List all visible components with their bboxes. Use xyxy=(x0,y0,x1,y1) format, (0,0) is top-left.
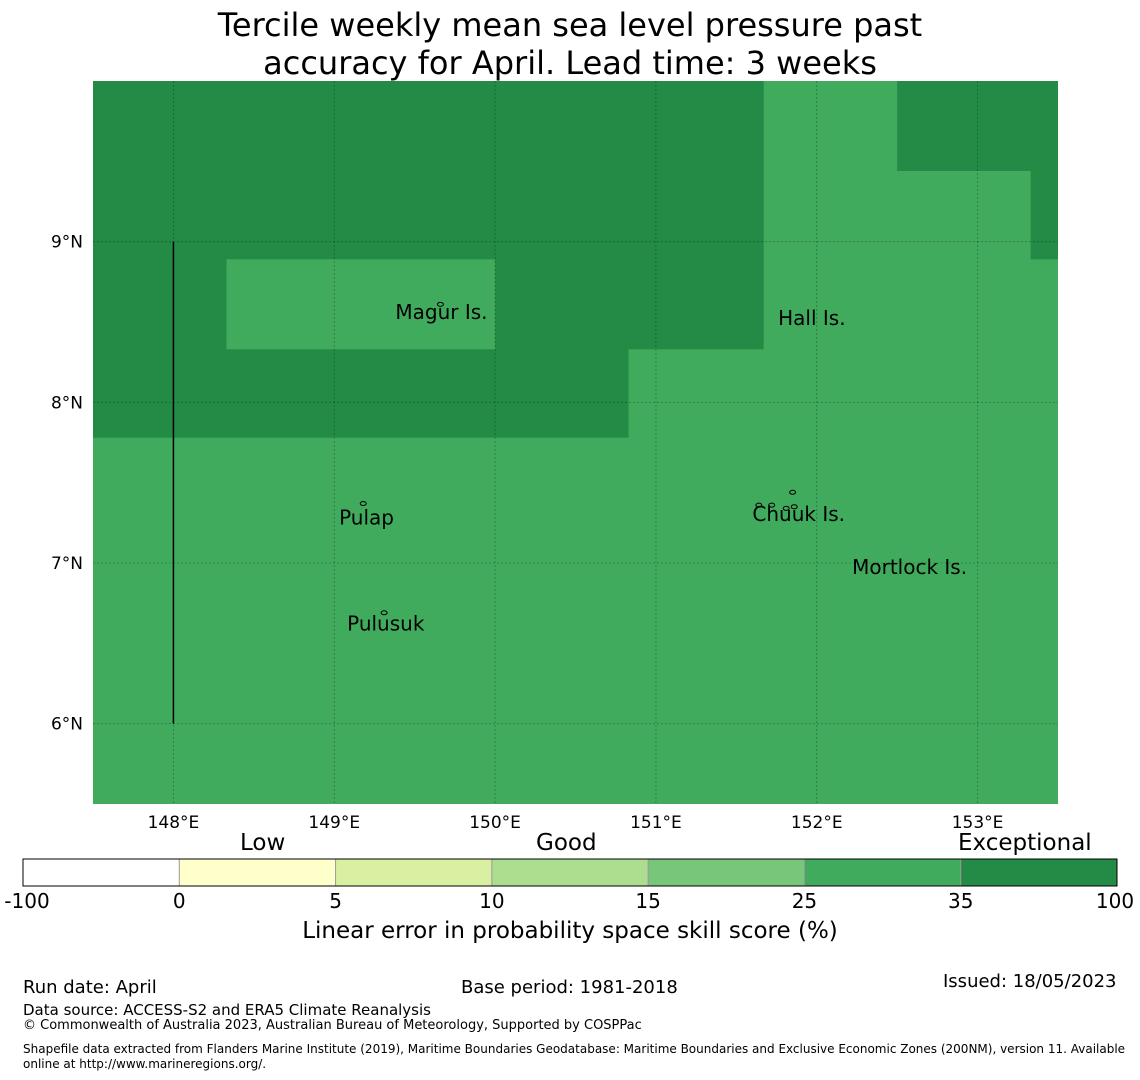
colorbar-tick-label: -100 xyxy=(4,889,50,913)
colorbar-frame xyxy=(22,858,1118,887)
lon-tick-label: 148°E xyxy=(148,813,200,833)
place-label: Mortlock Is. xyxy=(852,555,967,579)
colorbar-segment xyxy=(491,859,649,886)
colorbar-segment xyxy=(648,859,805,886)
colorbar-tick-label: 10 xyxy=(479,889,505,913)
copyright-note: © Commonwealth of Australia 2023, Austra… xyxy=(23,1018,642,1033)
place-label: Magur Is. xyxy=(395,300,487,324)
lon-tick-label: 151°E xyxy=(630,813,682,833)
island-outline xyxy=(755,502,763,508)
shapefile-credit-line-2: online at http://www.marineregions.org/. xyxy=(23,1057,267,1071)
lon-tick-label: 153°E xyxy=(952,813,1004,833)
lat-tick-label: 8°N xyxy=(51,393,83,413)
category-label-low: Low xyxy=(240,830,286,856)
colorbar-segment xyxy=(960,859,1117,886)
colorbar-segment xyxy=(335,859,492,886)
colorbar-tick-label: 35 xyxy=(947,889,974,913)
place-label: Hall Is. xyxy=(778,306,845,330)
island-outline xyxy=(789,489,797,495)
colorbar-tick-label: 100 xyxy=(1095,889,1135,913)
lon-tick-label: 152°E xyxy=(791,813,843,833)
island-outline xyxy=(768,502,776,508)
island-outline xyxy=(359,501,367,507)
data-source: Data source: ACCESS-S2 and ERA5 Climate … xyxy=(23,1001,431,1019)
category-label-exceptional: Exceptional xyxy=(958,830,1092,856)
base-period: Base period: 1981-2018 xyxy=(461,977,678,998)
skill-region-2 xyxy=(226,259,496,350)
title-line-2: accuracy for April. Lead time: 3 weeks xyxy=(263,44,877,82)
island-outline xyxy=(380,610,388,616)
place-label: Pulusuk xyxy=(347,611,425,635)
run-date: Run date: April xyxy=(23,977,157,998)
island-outline xyxy=(436,301,444,307)
chart-title: Tercile weekly mean sea level pressure p… xyxy=(0,6,1140,82)
lat-tick-label: 6°N xyxy=(51,715,83,735)
colorbar-segment xyxy=(179,859,336,886)
colorbar-tick-label: 25 xyxy=(791,889,818,913)
lon-tick-label: 150°E xyxy=(469,813,521,833)
lon-tick-label: 149°E xyxy=(308,813,360,833)
colorbar-tick-label: 5 xyxy=(329,889,342,913)
lat-tick-label: 9°N xyxy=(51,233,83,253)
title-line-1: Tercile weekly mean sea level pressure p… xyxy=(217,6,923,44)
issued-date: Issued: 18/05/2023 xyxy=(943,971,1117,992)
colorbar-tick-label: 0 xyxy=(172,889,186,913)
skill-region-1 xyxy=(628,81,764,350)
category-label-good: Good xyxy=(536,830,597,856)
lat-tick-label: 7°N xyxy=(51,554,83,574)
colorbar-tick-label: 15 xyxy=(635,889,661,913)
colorbar-segment xyxy=(804,859,961,886)
place-label: Chuuk Is. xyxy=(752,502,845,526)
island-outline xyxy=(790,504,798,510)
island-outline xyxy=(782,505,790,511)
skill-region-3 xyxy=(897,81,1058,171)
colorbar-label: Linear error in probability space skill … xyxy=(302,918,838,944)
shapefile-credit-line-1: Shapefile data extracted from Flanders M… xyxy=(23,1042,1126,1056)
colorbar-segment xyxy=(23,859,180,886)
skill-region-4 xyxy=(1030,170,1058,260)
place-label: Pulap xyxy=(339,505,394,529)
